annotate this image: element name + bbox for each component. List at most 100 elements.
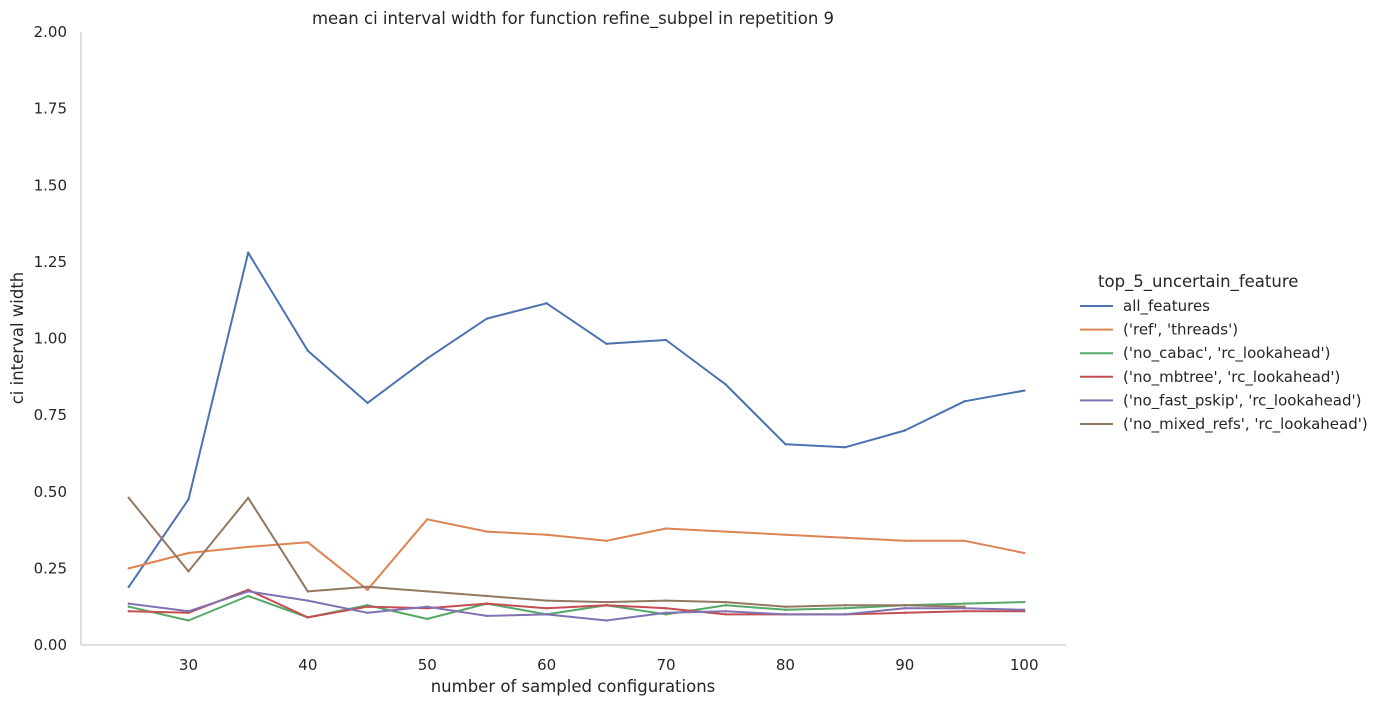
data-point	[724, 383, 727, 386]
data-point	[664, 611, 668, 615]
data-point	[1023, 608, 1026, 611]
data-point	[1023, 551, 1026, 555]
legend-item: all_features	[1080, 297, 1210, 316]
data-point	[306, 590, 310, 593]
legend-label: ('no_mixed_refs', 'rc_lookahead')	[1123, 415, 1368, 434]
data-point	[366, 585, 369, 588]
series-1	[127, 518, 1026, 592]
data-point	[485, 602, 489, 605]
data-point	[963, 539, 966, 542]
data-point	[187, 570, 190, 573]
data-point	[605, 603, 608, 607]
series-line	[127, 588, 1026, 619]
data-point	[306, 599, 310, 602]
data-point	[127, 610, 130, 613]
data-point	[963, 400, 966, 403]
chart-title: mean ci interval width for function refi…	[312, 9, 834, 29]
data-point	[724, 603, 727, 607]
data-point	[724, 613, 727, 616]
data-point	[545, 533, 548, 536]
data-point	[903, 607, 907, 610]
data-point	[545, 302, 548, 305]
series-line	[127, 496, 966, 608]
data-point	[784, 605, 787, 608]
data-point	[903, 603, 907, 607]
data-point	[127, 602, 130, 605]
data-point	[246, 251, 250, 254]
x-tick-label: 30	[179, 656, 198, 674]
data-point	[127, 585, 130, 588]
data-point	[605, 600, 608, 604]
series-5	[127, 496, 966, 608]
y-tick-label: 0.00	[34, 636, 67, 654]
data-point	[306, 616, 310, 619]
data-point	[366, 401, 369, 405]
data-point	[127, 496, 130, 500]
data-point	[664, 527, 668, 530]
plot-area: 0.00 0.25 0.50 0.75 1.00 1.25 1.50 1.75 2.00 30 40…	[34, 23, 1066, 674]
data-point	[426, 518, 429, 521]
data-point	[246, 594, 250, 598]
data-point	[843, 603, 847, 607]
data-point	[485, 530, 489, 533]
data-point	[724, 600, 727, 604]
data-point	[903, 429, 907, 432]
data-point	[187, 551, 190, 555]
data-point	[366, 588, 369, 592]
data-point	[605, 619, 608, 622]
x-tick-label: 90	[895, 656, 914, 674]
data-point	[843, 613, 847, 616]
data-point	[187, 619, 190, 622]
y-axis-title: ci interval width	[8, 272, 27, 405]
data-point	[903, 611, 907, 615]
data-point	[664, 607, 668, 610]
data-point	[1023, 389, 1026, 392]
legend-item: ('no_cabac', 'rc_lookahead')	[1080, 344, 1331, 363]
x-tick-label: 100	[1010, 656, 1039, 674]
y-tick-label: 1.00	[34, 330, 67, 348]
legend-item: ('no_mixed_refs', 'rc_lookahead')	[1080, 415, 1368, 434]
legend-label: all_features	[1123, 297, 1210, 316]
legend-label: ('no_fast_pskip', 'rc_lookahead')	[1123, 391, 1361, 410]
data-point	[545, 613, 548, 616]
data-point	[903, 539, 907, 542]
data-point	[724, 530, 727, 533]
data-point	[605, 342, 608, 345]
data-point	[724, 610, 727, 613]
data-point	[187, 498, 190, 501]
data-point	[366, 611, 369, 615]
data-point	[843, 536, 847, 539]
data-point	[246, 545, 250, 549]
series-0	[127, 251, 1026, 588]
series-line	[127, 251, 1026, 588]
data-point	[843, 446, 847, 449]
data-point	[485, 317, 489, 320]
series-line	[127, 590, 1026, 622]
legend-label: ('no_cabac', 'rc_lookahead')	[1123, 344, 1331, 363]
legend-title: top_5_uncertain_feature	[1098, 272, 1298, 292]
y-tick-label: 1.75	[34, 100, 67, 118]
legend-item: ('no_mbtree', 'rc_lookahead')	[1080, 368, 1340, 387]
legend-label: ('no_mbtree', 'rc_lookahead')	[1123, 368, 1340, 387]
data-point	[246, 590, 250, 593]
x-axis-title: number of sampled configurations	[431, 677, 716, 696]
data-point	[843, 607, 847, 610]
data-point	[306, 541, 310, 544]
data-point	[963, 602, 966, 605]
x-tick-label: 80	[776, 656, 795, 674]
data-point	[426, 357, 429, 360]
x-tick-label: 70	[656, 656, 675, 674]
data-point	[784, 443, 787, 446]
data-point	[545, 599, 548, 602]
data-point	[127, 567, 130, 570]
series-line	[127, 595, 1026, 622]
legend-label: ('ref', 'threads')	[1123, 321, 1238, 339]
data-point	[545, 607, 548, 610]
y-tick-label: 0.75	[34, 406, 67, 424]
series-line	[127, 518, 1026, 591]
series-4	[127, 590, 1026, 622]
x-tick-label: 50	[418, 656, 437, 674]
x-tick-label: 40	[298, 656, 317, 674]
